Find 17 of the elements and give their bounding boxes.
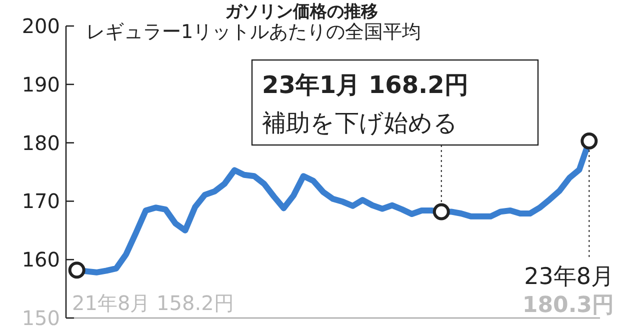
annotation: 23年8月	[524, 264, 614, 290]
y-tick-label: 190	[22, 72, 60, 96]
annotation: 補助を下げ始める	[262, 109, 458, 137]
y-tick-label: 170	[22, 189, 60, 214]
chart-title: ガソリン価格の推移	[225, 2, 378, 22]
y-tick-label: 160	[22, 248, 60, 272]
annotation: 21年8月 158.2円	[72, 291, 234, 315]
point	[580, 132, 598, 150]
point	[432, 203, 450, 220]
y-tick-label: 200	[22, 14, 60, 38]
annotation: 180.3円	[522, 293, 614, 318]
y-tick-label: 180	[22, 130, 60, 155]
annotation: 23年8月	[524, 150, 614, 290]
y-tick-label: 150	[22, 306, 60, 330]
point	[68, 262, 86, 279]
annotation: 23年1月 168.2円	[262, 71, 468, 99]
chart-subtitle: レギュラー1リットルあたりの全国平均	[86, 21, 422, 43]
